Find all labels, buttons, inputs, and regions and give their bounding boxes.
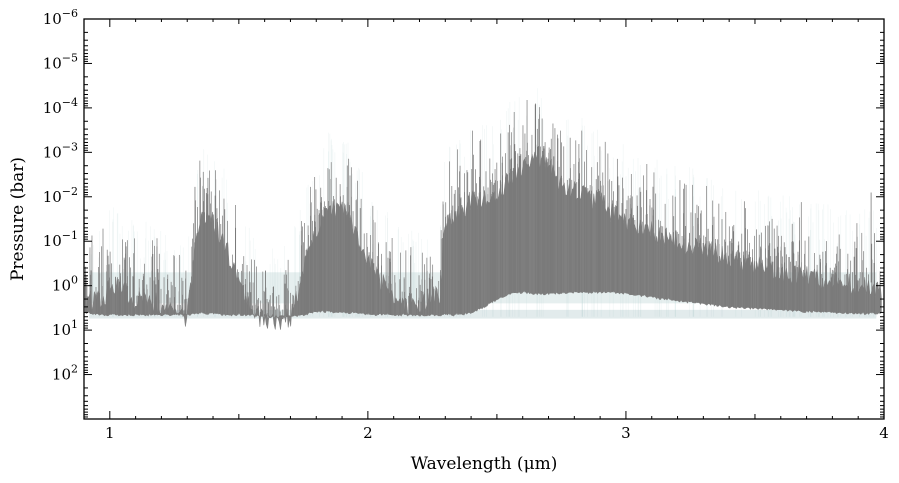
y-tick-base: 10 xyxy=(52,277,71,295)
haze-band-lower xyxy=(89,309,877,319)
y-tick-base: 10 xyxy=(43,188,62,206)
y-tick-label: 10−4 xyxy=(43,96,78,117)
y-tick-label: 102 xyxy=(52,363,78,384)
x-tick-label: 3 xyxy=(621,424,631,442)
y-tick-base: 10 xyxy=(43,10,62,28)
y-tick-base: 10 xyxy=(43,99,62,117)
y-tick-label: 10−1 xyxy=(43,229,78,250)
y-tick-exponent: −1 xyxy=(62,229,78,242)
plot-frame xyxy=(83,18,885,420)
y-tick-exponent: 1 xyxy=(71,318,78,331)
x-tick-label: 1 xyxy=(105,424,115,442)
y-tick-exponent: −6 xyxy=(62,7,78,20)
y-tick-label: 10−5 xyxy=(43,51,78,72)
x-axis-title: Wavelength (μm) xyxy=(411,454,558,474)
y-tick-exponent: −4 xyxy=(62,96,78,109)
x-tick-labels: 1 2 3 4 xyxy=(105,424,889,442)
y-tick-label: 101 xyxy=(52,318,78,339)
y-tick-exponent: −3 xyxy=(62,140,78,153)
y-tick-exponent: −2 xyxy=(62,185,78,198)
y-tick-label: 10−6 xyxy=(43,7,78,28)
y-tick-label: 10−2 xyxy=(43,185,78,206)
fine-lines-layer xyxy=(84,99,881,317)
y-tick-exponent: −5 xyxy=(62,51,78,64)
y-tick-exponent: 2 xyxy=(71,363,78,376)
y-axis-title: Pressure (bar) xyxy=(8,157,28,281)
y-tick-label: 10−3 xyxy=(43,140,78,161)
y-tick-base: 10 xyxy=(43,54,62,72)
x-tick-label: 4 xyxy=(879,424,889,442)
y-tick-base: 10 xyxy=(52,321,71,339)
y-tick-base: 10 xyxy=(43,232,62,250)
ticks-layer xyxy=(84,18,885,420)
y-tick-exponent: 0 xyxy=(71,274,78,287)
x-tick-label: 2 xyxy=(363,424,373,442)
y-tick-label: 100 xyxy=(52,274,78,295)
y-tick-base: 10 xyxy=(43,143,62,161)
y-tick-base: 10 xyxy=(52,366,71,384)
